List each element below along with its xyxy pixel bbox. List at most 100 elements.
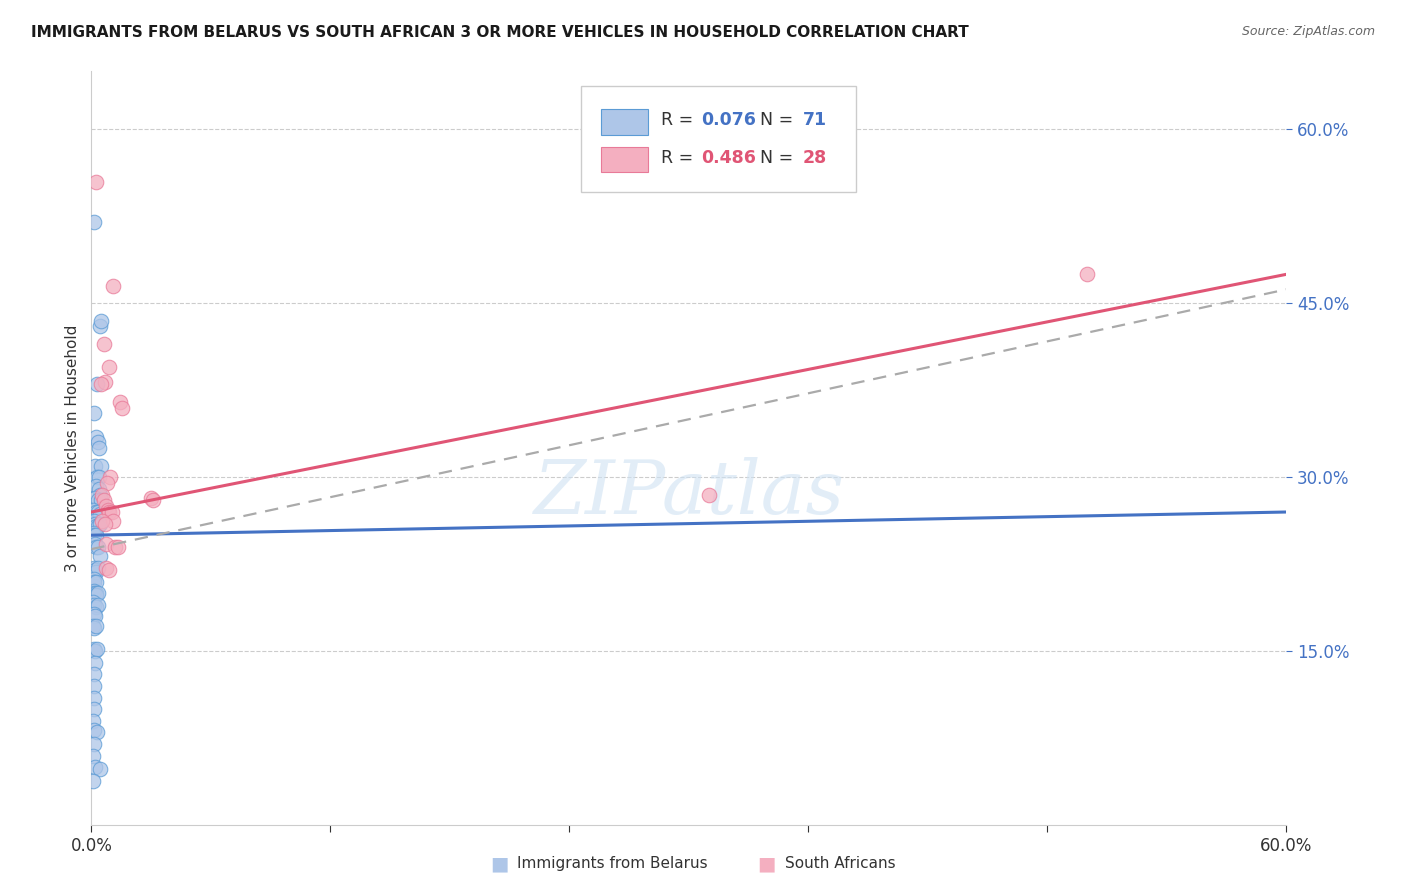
Point bbox=[83, 723, 105, 737]
Point bbox=[84, 516, 107, 531]
Point bbox=[83, 679, 105, 693]
Text: 0.486: 0.486 bbox=[700, 149, 756, 167]
Point bbox=[93, 493, 115, 508]
Point bbox=[82, 502, 104, 516]
Point bbox=[98, 470, 121, 484]
Point bbox=[110, 395, 132, 409]
Point bbox=[86, 589, 108, 603]
Point bbox=[83, 607, 105, 621]
Point bbox=[83, 690, 105, 705]
Point bbox=[82, 774, 104, 789]
Point bbox=[84, 586, 107, 600]
Point bbox=[141, 491, 162, 505]
Text: IMMIGRANTS FROM BELARUS VS SOUTH AFRICAN 3 OR MORE VEHICLES IN HOUSEHOLD CORRELA: IMMIGRANTS FROM BELARUS VS SOUTH AFRICAN… bbox=[31, 25, 969, 40]
Point bbox=[86, 377, 108, 392]
Point bbox=[90, 458, 112, 473]
Point bbox=[84, 528, 107, 542]
Point bbox=[87, 519, 110, 533]
Point bbox=[86, 540, 108, 554]
Point bbox=[86, 519, 108, 533]
Point bbox=[84, 458, 107, 473]
Point bbox=[97, 502, 120, 516]
Point bbox=[83, 528, 105, 542]
Point bbox=[94, 516, 117, 531]
Point bbox=[87, 586, 110, 600]
Y-axis label: 3 or more Vehicles in Household: 3 or more Vehicles in Household bbox=[65, 325, 80, 572]
Point bbox=[83, 737, 105, 751]
Point bbox=[83, 702, 105, 716]
Point bbox=[83, 407, 105, 421]
Point bbox=[82, 748, 104, 763]
Point bbox=[82, 595, 104, 609]
Point bbox=[87, 505, 110, 519]
Text: N =: N = bbox=[748, 149, 799, 167]
Point bbox=[87, 493, 110, 508]
Point bbox=[84, 618, 107, 632]
Point bbox=[82, 714, 104, 728]
Point bbox=[83, 621, 105, 635]
Point bbox=[86, 479, 108, 493]
Point bbox=[87, 598, 110, 612]
Point bbox=[83, 641, 105, 656]
Point bbox=[98, 563, 121, 577]
Point bbox=[89, 763, 111, 777]
Point bbox=[84, 656, 107, 670]
Point bbox=[90, 377, 112, 392]
Point bbox=[83, 598, 105, 612]
Text: R =: R = bbox=[661, 149, 699, 167]
Text: 71: 71 bbox=[803, 112, 827, 129]
Point bbox=[83, 525, 105, 540]
Point bbox=[104, 540, 127, 554]
Point bbox=[103, 279, 125, 293]
Point bbox=[96, 537, 118, 551]
FancyBboxPatch shape bbox=[582, 87, 856, 192]
Point bbox=[82, 618, 104, 632]
Text: ■: ■ bbox=[756, 854, 776, 873]
Point bbox=[89, 488, 111, 502]
Text: Source: ZipAtlas.com: Source: ZipAtlas.com bbox=[1241, 25, 1375, 38]
Point bbox=[86, 470, 108, 484]
Point bbox=[89, 508, 111, 522]
Point bbox=[90, 314, 112, 328]
Point bbox=[84, 491, 107, 505]
Point bbox=[101, 514, 124, 528]
Point bbox=[89, 516, 111, 531]
Point bbox=[96, 560, 118, 574]
Point bbox=[84, 563, 107, 577]
Point bbox=[89, 549, 111, 563]
FancyBboxPatch shape bbox=[600, 147, 648, 172]
Text: ZIPatlas: ZIPatlas bbox=[533, 458, 845, 530]
Point bbox=[86, 641, 108, 656]
Point bbox=[83, 215, 105, 229]
Point bbox=[1076, 268, 1098, 282]
Point bbox=[86, 430, 108, 444]
Point bbox=[84, 537, 107, 551]
Point bbox=[84, 600, 107, 615]
Point bbox=[107, 540, 129, 554]
Point bbox=[87, 482, 110, 496]
Point bbox=[91, 514, 114, 528]
Point bbox=[83, 572, 105, 586]
Text: 0.076: 0.076 bbox=[700, 112, 756, 129]
Point bbox=[83, 560, 105, 574]
Point bbox=[89, 442, 111, 455]
Point bbox=[84, 760, 107, 774]
Text: R =: R = bbox=[661, 112, 699, 129]
Point bbox=[84, 609, 107, 624]
Point bbox=[101, 505, 124, 519]
Point bbox=[87, 560, 110, 574]
Point bbox=[87, 540, 110, 554]
Point bbox=[96, 476, 118, 491]
FancyBboxPatch shape bbox=[600, 109, 648, 135]
Point bbox=[83, 514, 105, 528]
Point bbox=[98, 360, 121, 375]
Point bbox=[697, 488, 720, 502]
Point bbox=[83, 583, 105, 598]
Point bbox=[86, 725, 108, 739]
Point bbox=[90, 493, 112, 508]
Point bbox=[84, 574, 107, 589]
Text: ■: ■ bbox=[489, 854, 509, 873]
Point bbox=[84, 644, 107, 658]
Point bbox=[86, 566, 108, 580]
Point bbox=[89, 470, 111, 484]
